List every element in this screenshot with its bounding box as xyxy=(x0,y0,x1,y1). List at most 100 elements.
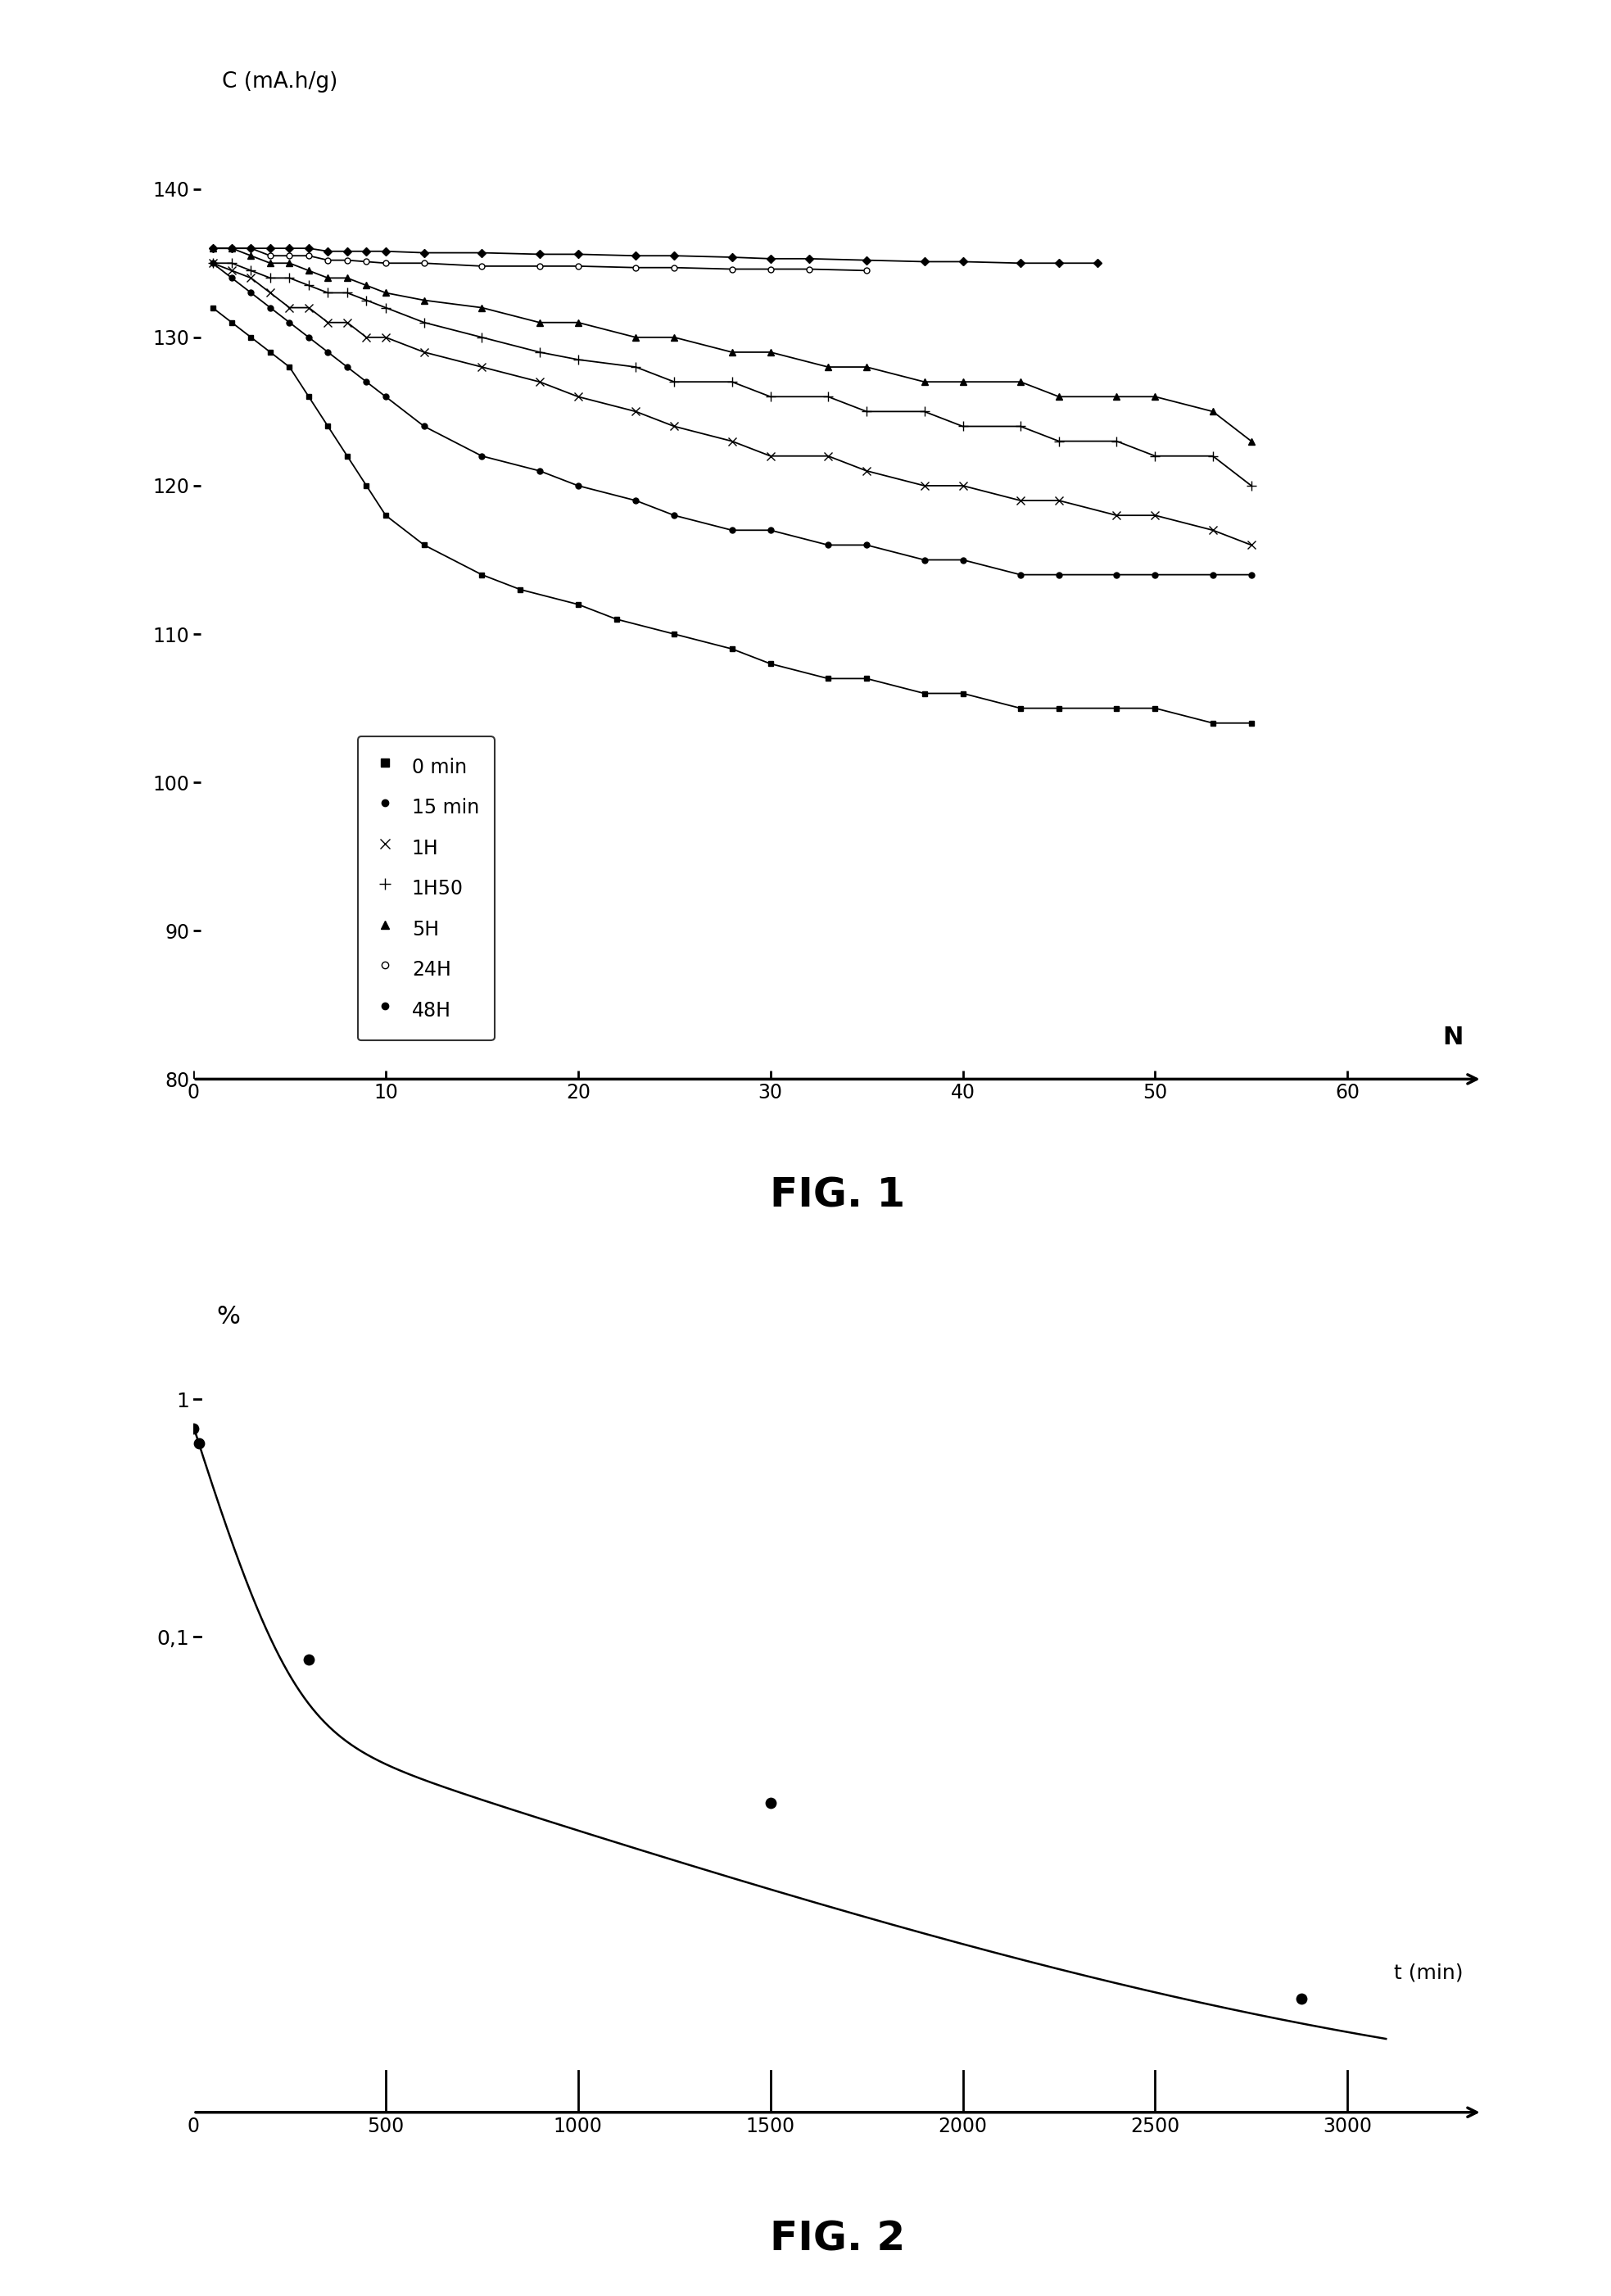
0 min xyxy=(760,650,780,677)
1H50 xyxy=(1010,413,1029,441)
24H xyxy=(760,255,780,282)
1H50 xyxy=(222,250,242,278)
15 min xyxy=(569,473,588,501)
1H xyxy=(242,264,261,292)
24H xyxy=(319,246,338,273)
15 min xyxy=(203,250,222,278)
0 min xyxy=(1049,693,1068,721)
0 min xyxy=(722,636,741,664)
1H50 xyxy=(356,287,375,315)
5H xyxy=(760,338,780,365)
Point xyxy=(296,1642,322,1678)
48H xyxy=(472,239,491,266)
5H xyxy=(1010,367,1029,395)
1H xyxy=(261,280,280,308)
5H xyxy=(261,250,280,278)
1H xyxy=(1049,487,1068,514)
24H xyxy=(300,241,319,269)
5H xyxy=(222,234,242,262)
15 min xyxy=(818,530,838,558)
1H50 xyxy=(1203,443,1223,471)
15 min xyxy=(1107,560,1126,588)
Text: FIG. 1: FIG. 1 xyxy=(770,1176,905,1215)
0 min xyxy=(1203,709,1223,737)
15 min xyxy=(954,546,973,574)
1H xyxy=(1203,517,1223,544)
0 min xyxy=(375,501,395,528)
15 min xyxy=(356,367,375,395)
5H xyxy=(414,287,433,315)
5H xyxy=(818,354,838,381)
15 min xyxy=(1203,560,1223,588)
48H xyxy=(319,236,338,264)
0 min xyxy=(818,666,838,693)
24H xyxy=(242,234,261,262)
1H xyxy=(915,473,934,501)
24H xyxy=(222,234,242,262)
0 min xyxy=(356,473,375,501)
48H xyxy=(203,234,222,262)
24H xyxy=(203,234,222,262)
1H xyxy=(1242,530,1261,558)
15 min xyxy=(242,280,261,308)
5H xyxy=(627,324,646,351)
5H xyxy=(338,264,358,292)
48H xyxy=(857,246,876,273)
Line: 15 min: 15 min xyxy=(209,259,1253,579)
15 min xyxy=(319,338,338,365)
1H50 xyxy=(818,383,838,411)
48H xyxy=(338,236,358,264)
15 min xyxy=(530,457,549,484)
48H xyxy=(954,248,973,276)
1H50 xyxy=(722,367,741,395)
1H xyxy=(414,338,433,365)
15 min xyxy=(627,487,646,514)
1H50 xyxy=(1242,473,1261,501)
48H xyxy=(915,248,934,276)
0 min xyxy=(1010,693,1029,721)
24H xyxy=(665,255,685,282)
1H xyxy=(1010,487,1029,514)
24H xyxy=(530,253,549,280)
15 min xyxy=(222,264,242,292)
48H xyxy=(375,236,395,264)
0 min xyxy=(222,308,242,335)
0 min xyxy=(203,294,222,321)
1H50 xyxy=(857,397,876,425)
0 min xyxy=(569,590,588,618)
1H50 xyxy=(375,294,395,321)
15 min xyxy=(375,383,395,411)
24H xyxy=(280,241,300,269)
15 min xyxy=(857,530,876,558)
0 min xyxy=(280,354,300,381)
48H xyxy=(1049,250,1068,278)
1H xyxy=(300,294,319,321)
48H xyxy=(530,241,549,269)
1H xyxy=(665,413,685,441)
1H50 xyxy=(300,271,319,298)
1H50 xyxy=(319,280,338,308)
1H xyxy=(569,383,588,411)
48H xyxy=(627,241,646,269)
48H xyxy=(356,236,375,264)
Text: t (min): t (min) xyxy=(1394,1963,1463,1984)
1H xyxy=(319,308,338,335)
1H50 xyxy=(915,397,934,425)
5H xyxy=(530,308,549,335)
1H xyxy=(280,294,300,321)
0 min xyxy=(319,413,338,441)
24H xyxy=(722,255,741,282)
1H50 xyxy=(242,257,261,285)
24H xyxy=(338,246,358,273)
0 min xyxy=(261,338,280,365)
15 min xyxy=(915,546,934,574)
1H50 xyxy=(665,367,685,395)
1H xyxy=(627,397,646,425)
1H xyxy=(1145,501,1165,528)
48H xyxy=(1010,250,1029,278)
24H xyxy=(799,255,818,282)
5H xyxy=(356,271,375,298)
Text: FIG. 2: FIG. 2 xyxy=(770,2220,905,2259)
Line: 0 min: 0 min xyxy=(209,305,1253,726)
15 min xyxy=(1242,560,1261,588)
